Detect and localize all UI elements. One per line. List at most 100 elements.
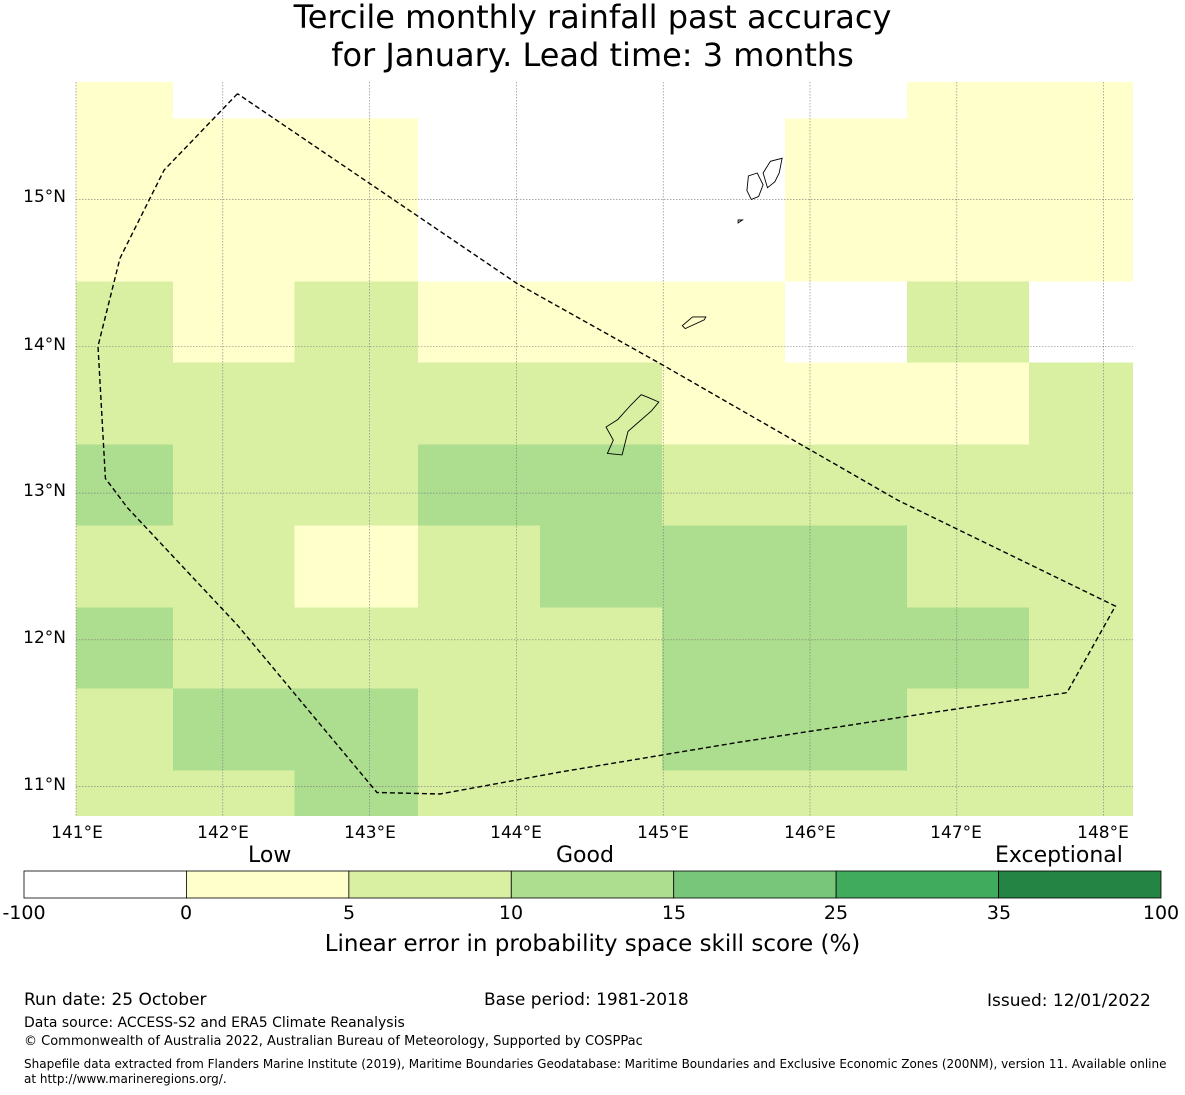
skill-cell xyxy=(661,362,786,445)
colorbar-swatch xyxy=(510,870,675,899)
lon-tick-label: 146°E xyxy=(784,823,836,843)
chart-title-line-2: for January. Lead time: 3 months xyxy=(331,36,854,74)
skill-cell xyxy=(294,281,419,363)
colorbar-swatch xyxy=(186,870,350,899)
skill-cell xyxy=(661,444,786,526)
skill-cell xyxy=(172,362,295,445)
skill-cell xyxy=(172,607,295,689)
skill-cell xyxy=(906,281,1029,363)
eez-boundary-line xyxy=(97,93,1117,795)
skill-cell xyxy=(785,607,907,689)
skill-cell xyxy=(294,525,419,608)
skill-cell xyxy=(76,281,173,363)
copyright: © Commonwealth of Australia 2022, Austra… xyxy=(24,1034,643,1049)
skill-cell xyxy=(539,525,662,608)
colorbar-category-good: Good xyxy=(556,843,614,868)
base-period: Base period: 1981-2018 xyxy=(484,990,689,1010)
skill-cell xyxy=(906,770,1029,816)
lon-tick-label: 144°E xyxy=(490,823,542,843)
skill-cell xyxy=(76,607,173,689)
colorbar-swatch xyxy=(673,870,837,899)
skill-cell xyxy=(172,688,295,771)
skill-cell xyxy=(785,525,907,608)
skill-cell xyxy=(539,688,662,771)
skill-cell xyxy=(906,82,1029,119)
shapefile-credit-line-2: at http://www.marineregions.org/. xyxy=(24,1072,227,1086)
skill-cell xyxy=(1028,525,1133,608)
island-outline xyxy=(605,394,660,456)
lat-tick-label: 11°N xyxy=(23,775,66,795)
colorbar-tick-label: 10 xyxy=(498,902,524,924)
island-outline xyxy=(681,316,707,330)
colorbar-label: Linear error in probability space skill … xyxy=(324,931,861,957)
skill-cell xyxy=(294,362,419,445)
skill-cell xyxy=(1028,118,1133,282)
coastline-islands xyxy=(605,157,783,456)
eez-boundary xyxy=(97,93,1117,795)
skill-cell xyxy=(906,362,1029,445)
lat-tick-label: 15°N xyxy=(23,187,66,207)
colorbar-category-low: Low xyxy=(248,843,292,868)
skill-cell xyxy=(661,525,786,608)
colorbar-swatch xyxy=(835,870,999,899)
skill-cell xyxy=(661,607,786,689)
skill-cell xyxy=(785,362,907,445)
skill-cell xyxy=(1028,362,1133,445)
skill-cell xyxy=(539,444,662,526)
skill-cell xyxy=(785,118,907,282)
lon-tick-label: 141°E xyxy=(51,823,103,843)
skill-cell xyxy=(294,770,419,816)
colorbar-tick-label: 0 xyxy=(179,902,193,924)
lon-tick-label: 147°E xyxy=(930,823,982,843)
skill-cell xyxy=(661,281,786,363)
colorbar xyxy=(23,870,1162,899)
shapefile-credit-line-1: Shapefile data extracted from Flanders M… xyxy=(24,1057,1167,1071)
skill-cell xyxy=(906,118,1029,282)
skill-cell xyxy=(785,770,907,816)
skill-cell xyxy=(1028,82,1133,119)
lat-tick-label: 13°N xyxy=(23,481,66,501)
skill-cell xyxy=(1028,770,1133,816)
skill-cell xyxy=(906,525,1029,608)
data-source: Data source: ACCESS-S2 and ERA5 Climate … xyxy=(24,1015,405,1031)
colorbar-tick-label: 35 xyxy=(986,902,1012,924)
skill-cell xyxy=(76,118,173,282)
colorbar-swatch xyxy=(23,870,187,899)
lat-tick-label: 14°N xyxy=(23,335,66,355)
colorbar-tick-label: 25 xyxy=(823,902,849,924)
skill-cell xyxy=(172,770,295,816)
island-outline xyxy=(746,172,764,200)
colorbar-tick-label: 5 xyxy=(342,902,356,924)
skill-cell xyxy=(539,770,662,816)
skill-cell xyxy=(76,82,173,119)
run-date: Run date: 25 October xyxy=(24,990,207,1010)
skill-cell xyxy=(539,281,662,363)
skill-cell xyxy=(172,525,295,608)
skill-cell xyxy=(76,525,173,608)
skill-cell xyxy=(172,281,295,363)
skill-cell xyxy=(661,688,786,771)
island-outline xyxy=(737,219,745,224)
skill-cell xyxy=(76,362,173,445)
lon-tick-label: 145°E xyxy=(637,823,689,843)
skill-cell xyxy=(418,444,540,526)
skill-cell xyxy=(76,444,173,526)
lat-tick-label: 12°N xyxy=(23,628,66,648)
colorbar-swatch xyxy=(998,870,1162,899)
skill-cell xyxy=(1028,444,1133,526)
skill-cell xyxy=(294,118,419,282)
lon-tick-label: 148°E xyxy=(1077,823,1129,843)
skill-cell xyxy=(418,607,540,689)
skill-cell xyxy=(539,607,662,689)
skill-cell xyxy=(418,688,540,771)
skill-cell xyxy=(172,444,295,526)
skill-cell xyxy=(1028,688,1133,771)
skill-cell xyxy=(906,607,1029,689)
skill-cell xyxy=(294,688,419,771)
colorbar-tick-label: 100 xyxy=(1142,902,1180,924)
skill-cell xyxy=(294,444,419,526)
skill-cell xyxy=(539,362,662,445)
skill-cell xyxy=(418,362,540,445)
issued-date: Issued: 12/01/2022 xyxy=(987,991,1151,1011)
